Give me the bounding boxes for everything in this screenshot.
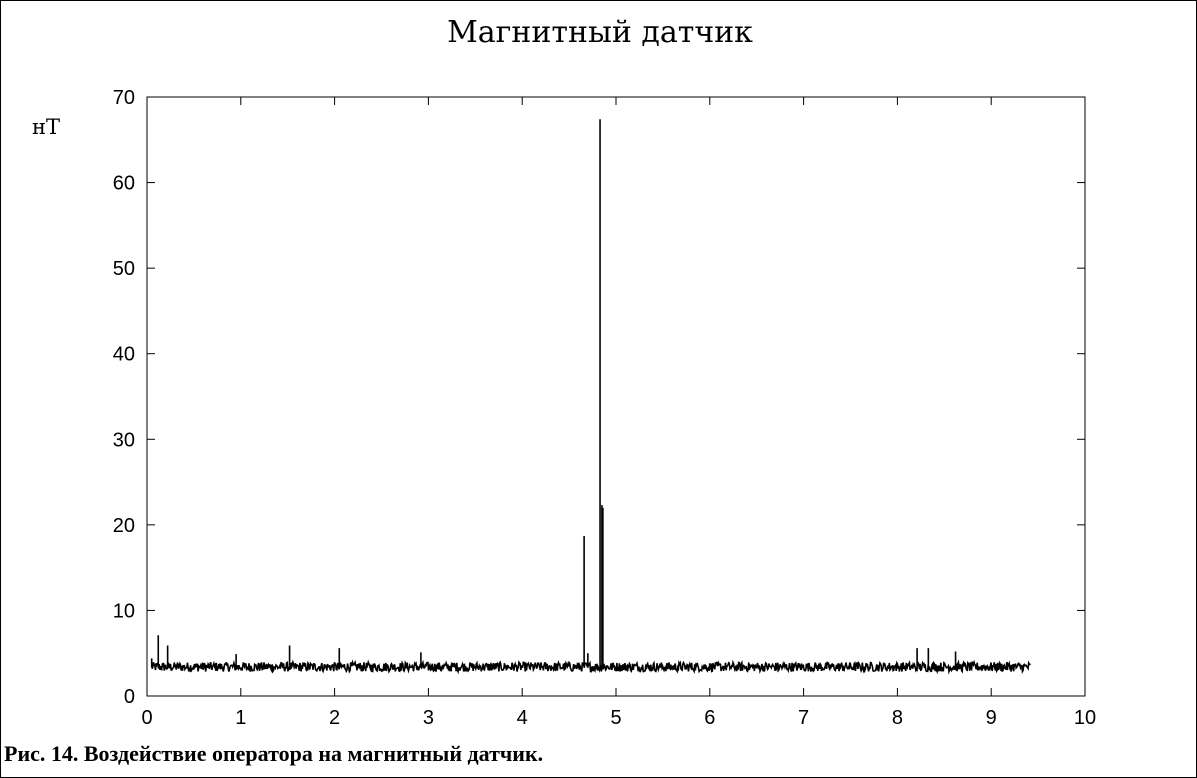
chart-title: Магнитный датчик <box>447 15 753 50</box>
axes-box <box>146 96 1086 697</box>
x-tick-label-3: 3 <box>423 707 434 729</box>
y-tick-label-6: 60 <box>113 173 135 195</box>
x-tick-label-4: 4 <box>517 707 528 729</box>
y-tick-label-7: 70 <box>113 87 135 109</box>
y-tick-label-1: 10 <box>113 600 135 622</box>
x-tick-label-9: 9 <box>986 707 997 729</box>
y-tick-label-4: 40 <box>113 344 135 366</box>
x-tick-label-7: 7 <box>798 707 809 729</box>
y-tick-label-3: 30 <box>113 429 135 451</box>
y-tick-label-5: 50 <box>113 258 135 280</box>
y-unit-label: нТ <box>32 115 60 139</box>
x-tick-label-6: 6 <box>704 707 715 729</box>
x-tick-label-5: 5 <box>610 707 621 729</box>
figure-caption: Рис. 14. Воздействие оператора на магнит… <box>4 741 544 766</box>
y-tick-label-0: 0 <box>124 686 135 708</box>
y-tick-label-2: 20 <box>113 515 135 537</box>
x-tick-label-0: 0 <box>141 707 152 729</box>
x-tick-label-10: 10 <box>1074 707 1096 729</box>
x-tick-label-8: 8 <box>892 707 903 729</box>
plot-area: 0 1 2 3 4 5 6 7 8 9 10 0 10 20 30 40 50 60 70 <box>113 87 1096 729</box>
x-tick-label-1: 1 <box>235 707 246 729</box>
signal-line <box>150 119 1031 675</box>
x-tick-label-2: 2 <box>329 707 340 729</box>
